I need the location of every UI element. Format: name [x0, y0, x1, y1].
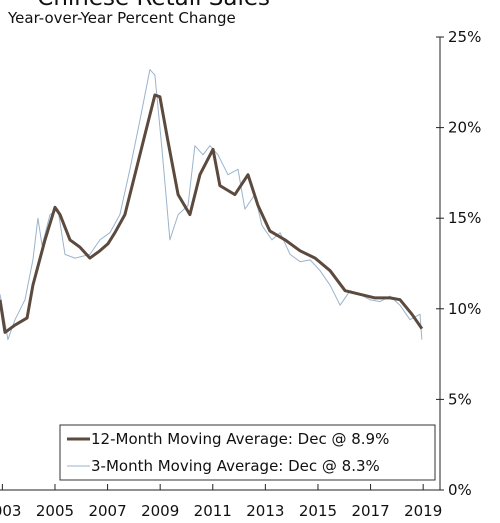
x-tick-label: 2007 [88, 502, 126, 520]
legend-label: 12-Month Moving Average: Dec @ 8.9% [91, 430, 389, 448]
y-tick-label: 15% [448, 209, 481, 227]
y-tick-label: 10% [448, 300, 481, 318]
series-line [0, 69, 423, 341]
x-tick-label: 2003 [0, 502, 21, 520]
y-tick-label: 25% [448, 28, 481, 46]
legend-box [59, 424, 436, 481]
x-tick-label: 2017 [351, 502, 389, 520]
x-tick-label: 2015 [299, 502, 337, 520]
x-tick-label: 2005 [36, 502, 74, 520]
legend-label: 3-Month Moving Average: Dec @ 8.3% [91, 457, 380, 475]
x-tick-label: 2011 [194, 502, 232, 520]
y-tick-label: 20% [448, 119, 481, 137]
y-tick-label: 5% [448, 390, 472, 408]
chart-title: Chinese Retail Sales [37, 0, 270, 11]
series-line [0, 93, 424, 334]
x-tick-label: 2019 [404, 502, 442, 520]
y-tick-label: 0% [448, 481, 472, 499]
chart-subtitle: Year-over-Year Percent Change [7, 9, 236, 27]
x-tick-label: 2013 [246, 502, 284, 520]
x-tick-label: 2009 [141, 502, 179, 520]
